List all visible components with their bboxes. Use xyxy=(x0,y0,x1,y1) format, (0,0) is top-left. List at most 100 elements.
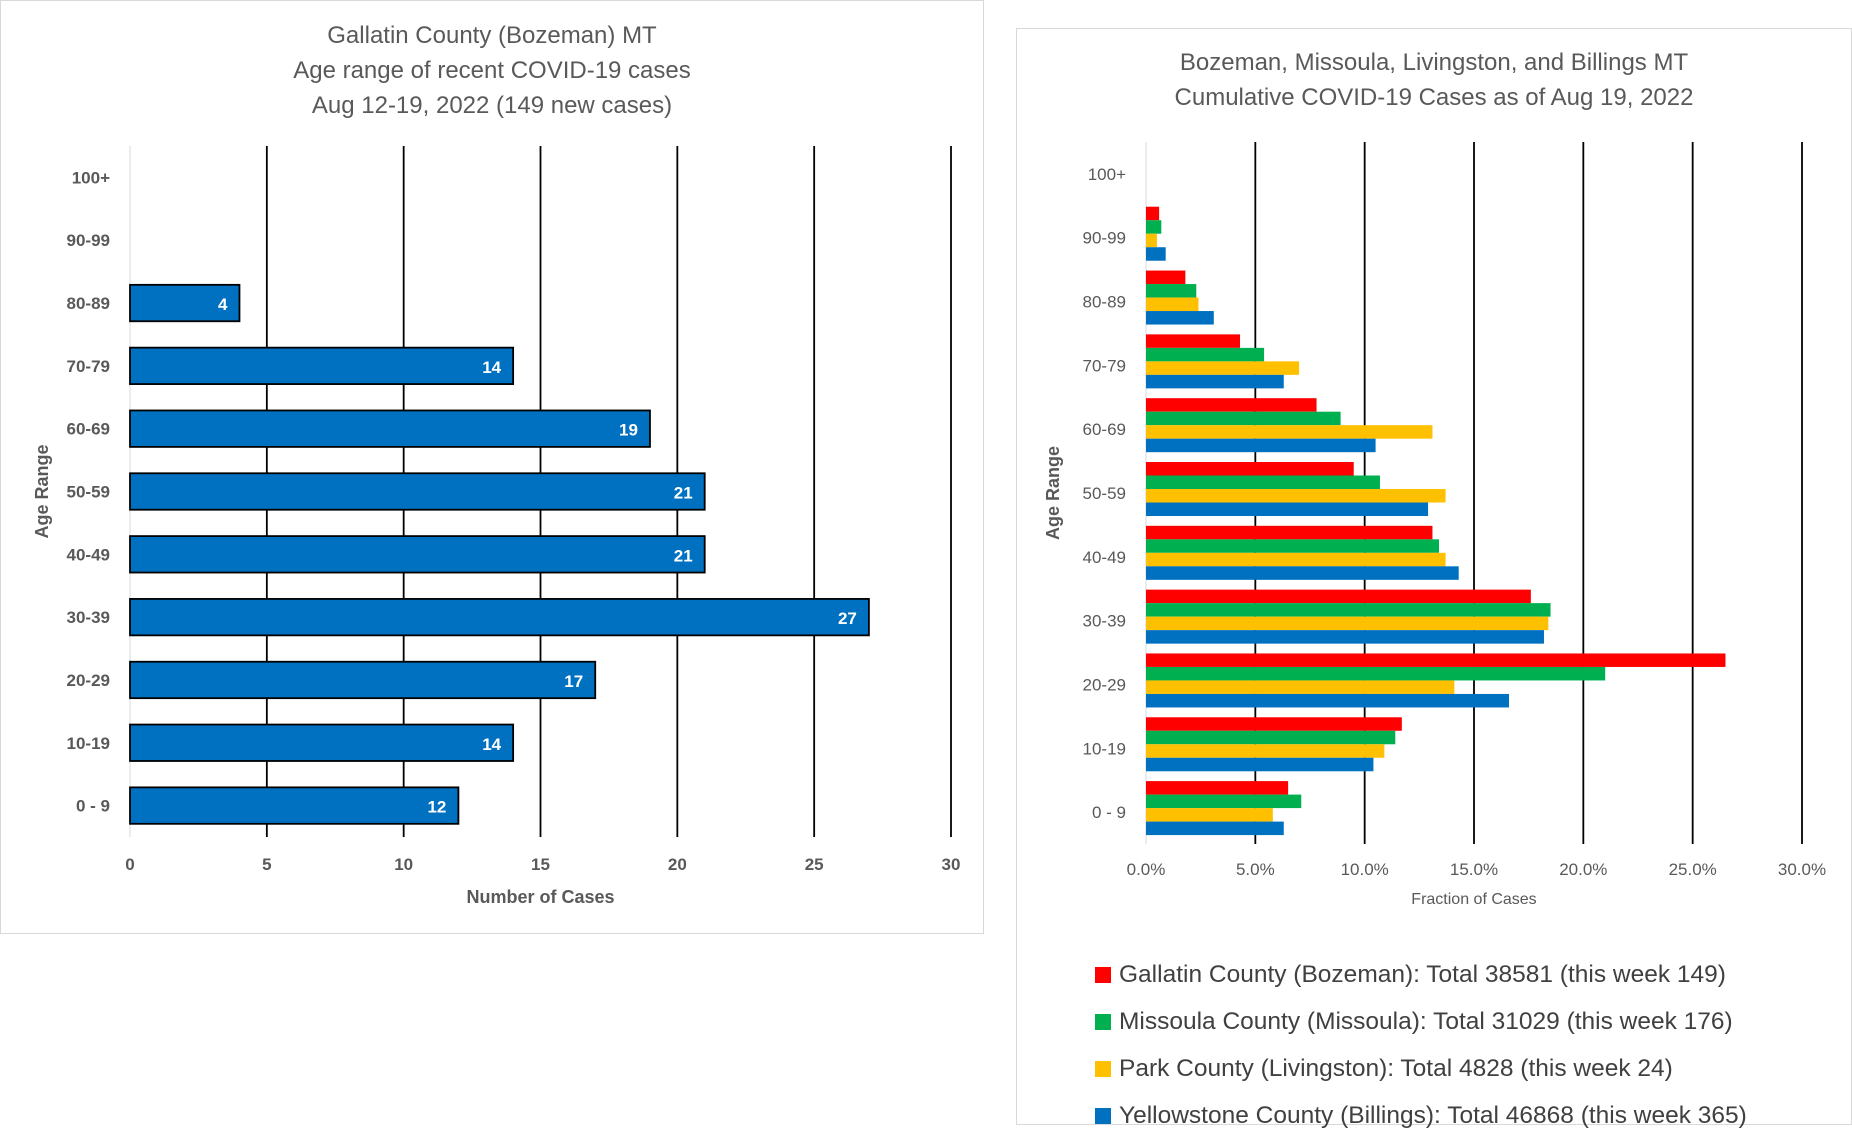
bar xyxy=(129,346,515,385)
y-axis-label: Age Range xyxy=(32,444,52,538)
bar xyxy=(1146,666,1606,681)
y-tick-label: 90-99 xyxy=(1083,229,1126,248)
bar xyxy=(1146,297,1199,312)
x-tick-label: 0 xyxy=(125,855,134,874)
bar xyxy=(1146,270,1186,285)
bar xyxy=(1146,462,1354,476)
bar xyxy=(1146,311,1214,325)
bar xyxy=(1146,821,1284,836)
x-tick-label: 15 xyxy=(531,855,550,874)
bar xyxy=(1146,744,1385,758)
bar xyxy=(1146,347,1265,362)
bar xyxy=(129,283,241,323)
legend-label: Yellowstone County (Billings): Total 468… xyxy=(1119,1101,1747,1129)
bar xyxy=(129,723,515,762)
bar xyxy=(1146,475,1380,489)
data-label: 27 xyxy=(838,609,857,628)
right-chart-plot: 0.0% 5.0% 10.0% 15.0% 20.0% 25.0% 30.0% 0 - 9 10… xyxy=(1043,142,1826,908)
bar xyxy=(129,660,597,700)
bar xyxy=(1146,589,1531,604)
x-tick-label: 5.0% xyxy=(1236,860,1275,879)
bar xyxy=(1146,616,1549,631)
y-tick-label: 90-99 xyxy=(67,231,110,250)
legend-label: Gallatin County (Bozeman): Total 38581 (… xyxy=(1119,960,1726,988)
bar xyxy=(1146,808,1273,822)
left-title-line-1: Gallatin County (Bozeman) MT xyxy=(327,22,657,49)
y-tick-label: 10-19 xyxy=(67,734,110,753)
bar xyxy=(1146,361,1300,375)
x-tick-label: 5 xyxy=(262,855,271,874)
y-tick-label: 70-79 xyxy=(1083,356,1126,375)
bar xyxy=(1146,284,1197,298)
legend-label: Missoula County (Missoula): Total 31029 … xyxy=(1119,1007,1733,1035)
data-label: 4 xyxy=(218,295,228,314)
legend-item: Yellowstone County (Billings): Total 468… xyxy=(1095,1092,1747,1139)
y-tick-label: 40-49 xyxy=(67,545,110,564)
bar xyxy=(1146,233,1157,248)
left-chart-title: Gallatin County (Bozeman) MT Age range o… xyxy=(1,18,983,123)
x-tick-label: 20.0% xyxy=(1559,860,1607,879)
bar xyxy=(1146,525,1433,540)
bar xyxy=(129,409,651,448)
y-tick-label: 10-19 xyxy=(1083,739,1126,758)
x-tick-label: 15.0% xyxy=(1450,860,1498,879)
bar xyxy=(1146,566,1459,580)
y-tick-label: 60-69 xyxy=(1083,420,1126,439)
y-tick-label: 50-59 xyxy=(1083,484,1126,503)
y-tick-label: 80-89 xyxy=(1083,293,1126,312)
legend-item: Park County (Livingston): Total 4828 (th… xyxy=(1095,1045,1747,1092)
left-chart-plot: 0 5 10 15 20 25 30 0 - 9 12 10-19 14 20-29 17 30-39 27… xyxy=(32,146,960,907)
bar xyxy=(1146,794,1302,809)
bar xyxy=(1146,206,1160,221)
bar xyxy=(1146,425,1433,439)
bar xyxy=(1146,717,1402,731)
data-label: 17 xyxy=(564,672,583,691)
x-tick-label: 25 xyxy=(805,855,824,874)
bar xyxy=(1146,653,1726,667)
x-axis-label: Number of Cases xyxy=(466,887,614,907)
x-axis-label: Fraction of Cases xyxy=(1411,891,1536,908)
data-label: 21 xyxy=(674,546,693,565)
right-chart-title: Bozeman, Missoula, Livingston, and Billi… xyxy=(1017,45,1851,115)
y-tick-label: 100+ xyxy=(72,168,110,187)
bar xyxy=(129,786,460,825)
data-label: 19 xyxy=(619,421,638,440)
y-tick-label: 100+ xyxy=(1088,165,1126,184)
bar xyxy=(1146,781,1289,795)
x-tick-label: 0.0% xyxy=(1127,860,1166,879)
bar xyxy=(1146,334,1241,348)
right-title-line-2: Cumulative COVID-19 Cases as of Aug 19, … xyxy=(1174,84,1694,111)
legend: Gallatin County (Bozeman): Total 38581 (… xyxy=(1095,951,1747,1139)
y-tick-label: 40-49 xyxy=(1083,548,1126,567)
x-tick-label: 20 xyxy=(668,855,687,874)
bar xyxy=(1146,220,1162,234)
data-label: 14 xyxy=(482,358,501,377)
bar xyxy=(1146,630,1544,644)
data-label: 14 xyxy=(482,735,501,754)
legend-swatch xyxy=(1095,1107,1111,1124)
y-tick-label: 30-39 xyxy=(67,608,110,627)
bar xyxy=(1146,603,1551,617)
legend-item: Gallatin County (Bozeman): Total 38581 (… xyxy=(1095,951,1747,998)
left-title-line-2: Age range of recent COVID-19 cases xyxy=(293,57,691,84)
legend-swatch xyxy=(1095,966,1111,983)
y-tick-label: 80-89 xyxy=(67,294,110,313)
y-axis-label: Age Range xyxy=(1043,446,1063,540)
data-label: 12 xyxy=(427,798,446,817)
legend-swatch xyxy=(1095,1060,1111,1077)
y-tick-label: 20-29 xyxy=(67,671,110,690)
x-tick-label: 10 xyxy=(394,855,413,874)
bar xyxy=(1146,247,1166,261)
bar xyxy=(1146,539,1440,553)
y-tick-label: 0 - 9 xyxy=(76,797,110,816)
y-tick-label: 60-69 xyxy=(67,420,110,439)
x-tick-label: 10.0% xyxy=(1341,860,1389,879)
bar xyxy=(1146,680,1455,694)
y-tick-label: 20-29 xyxy=(1083,675,1126,694)
legend-label: Park County (Livingston): Total 4828 (th… xyxy=(1119,1054,1673,1082)
bar xyxy=(129,472,706,511)
bar xyxy=(1146,438,1376,453)
bar xyxy=(1146,489,1446,503)
y-tick-label: 50-59 xyxy=(67,483,110,502)
bar xyxy=(1146,552,1446,567)
